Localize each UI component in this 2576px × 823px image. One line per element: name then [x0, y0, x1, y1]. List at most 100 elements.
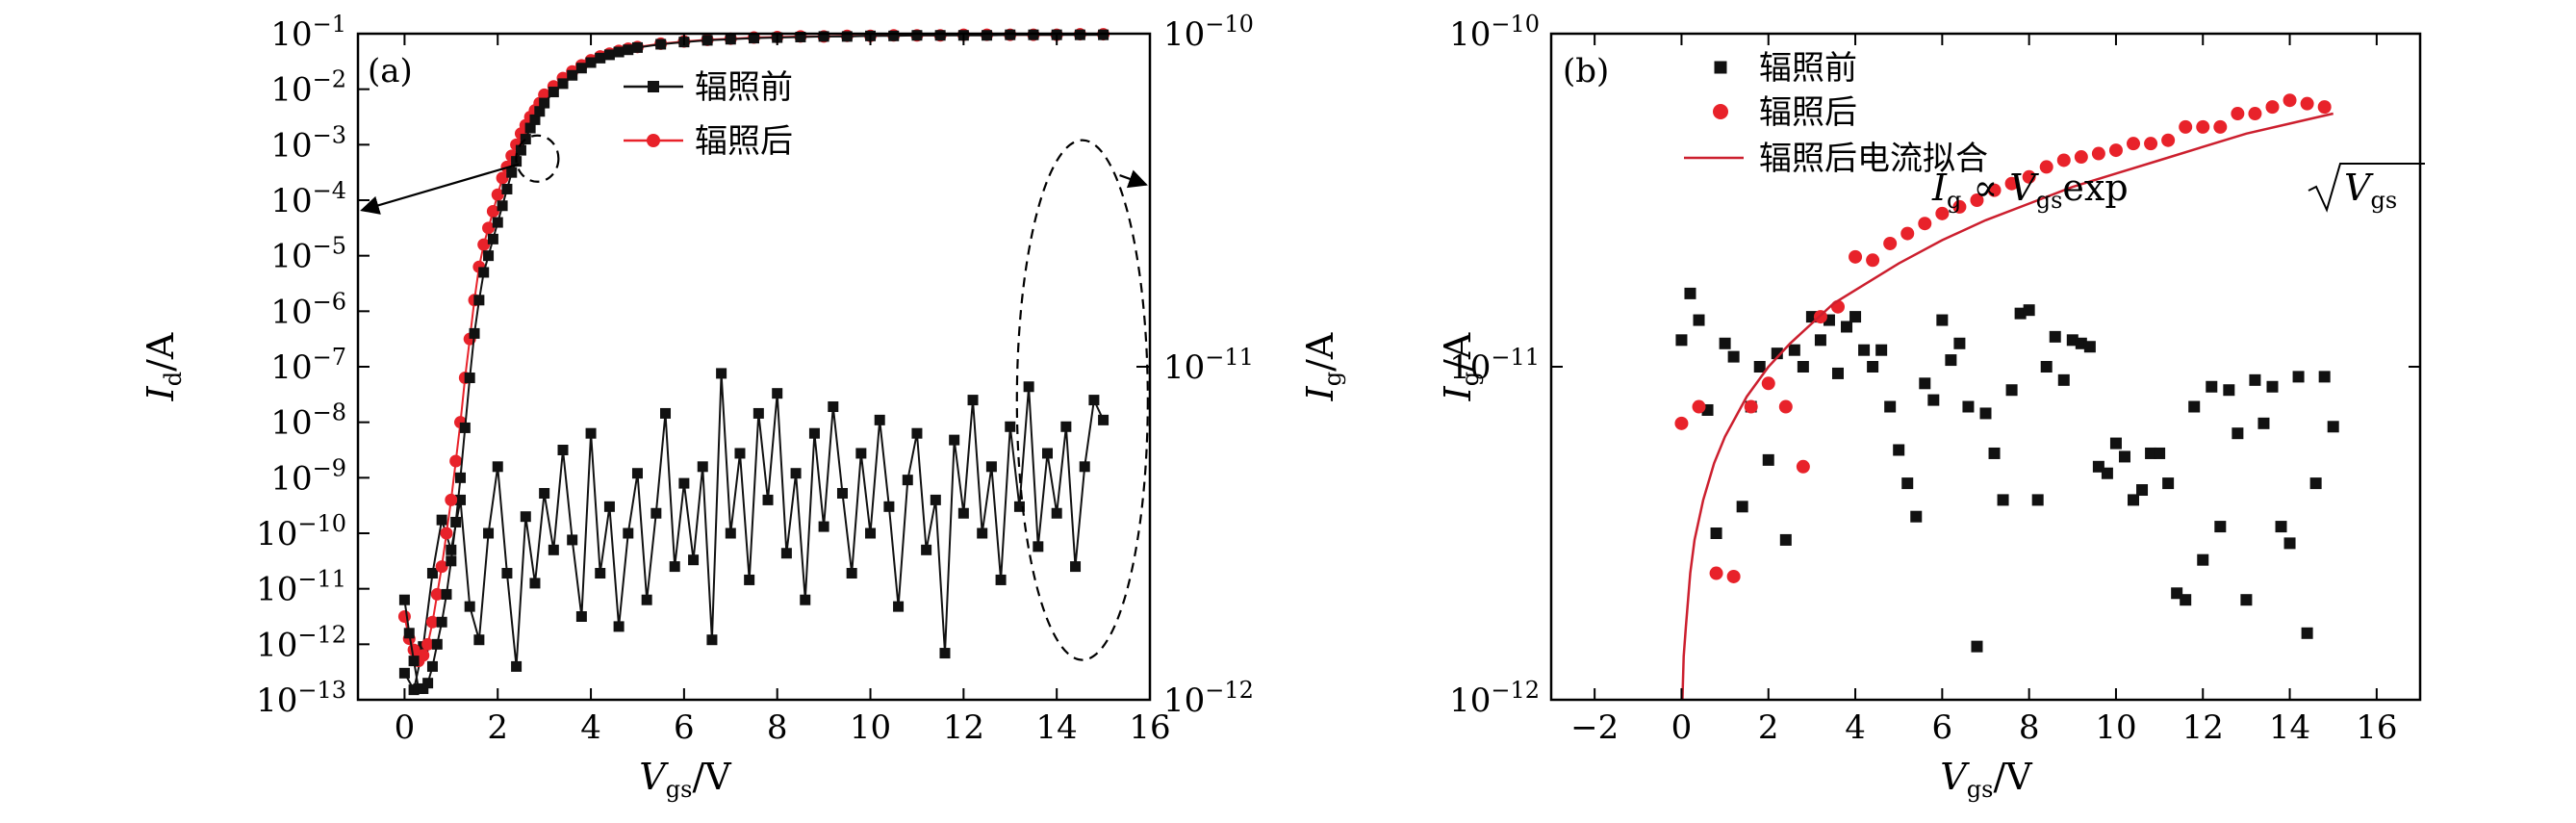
- point-before_ig: [426, 568, 438, 579]
- fit-curve: [1681, 112, 2334, 701]
- point-before: [2101, 467, 2113, 479]
- fit-formula: Ig ∝ Vgsexp: [1931, 167, 2129, 214]
- x-tick-label: 8: [2019, 708, 2040, 747]
- point-after: [2056, 153, 2071, 167]
- point-before: [2128, 494, 2140, 506]
- point-before: [473, 295, 485, 306]
- panel-a-x-ticks: 0 2 4 6 8 10 12 14 16: [395, 34, 1171, 747]
- point-after: [1952, 199, 1967, 214]
- point-before: [2249, 373, 2261, 386]
- point-before: [1753, 361, 1766, 373]
- point-before_ig: [398, 667, 410, 679]
- x-tick-label: 6: [1932, 708, 1953, 747]
- legend-item-after: 辐照后: [624, 122, 793, 161]
- sqrt-sign: [2308, 163, 2425, 213]
- y-tick-label: 10−3: [270, 121, 346, 165]
- point-before_ig: [957, 507, 969, 519]
- point-before_ig: [529, 578, 541, 589]
- point-before: [2014, 307, 2027, 320]
- point-before: [497, 200, 508, 212]
- legend-label-before: 辐照前: [1759, 49, 1857, 88]
- point-after: [1692, 399, 1706, 414]
- point-before: [492, 217, 503, 228]
- arrow-to-left-axis: [360, 163, 520, 215]
- point-after: [2039, 160, 2053, 174]
- point-before: [501, 183, 513, 194]
- point-before: [1797, 361, 1809, 373]
- y-tick-label: 10−11: [1449, 344, 1540, 387]
- point-before: [2171, 587, 2183, 600]
- x-tick-label: −2: [1570, 708, 1619, 747]
- point-before_ig: [483, 527, 495, 539]
- series-before_ig: [398, 368, 1109, 696]
- point-before: [1779, 533, 1792, 546]
- point-before: [982, 30, 993, 41]
- point-before_ig: [985, 461, 997, 473]
- point-after: [1761, 376, 1775, 391]
- point-before_ig: [949, 434, 960, 446]
- point-before: [408, 656, 420, 667]
- point-before_ig: [501, 568, 513, 579]
- y-tick-label: 10−10: [1449, 11, 1540, 54]
- panel-b-frame: [1549, 32, 2422, 702]
- point-before: [1831, 367, 1844, 379]
- legend-marker: [1714, 61, 1727, 74]
- point-before_ig: [660, 407, 672, 419]
- point-before: [2275, 521, 2287, 533]
- point-before_ig: [874, 414, 885, 425]
- point-after: [2317, 100, 2332, 115]
- point-before: [2005, 384, 2018, 397]
- point-before_ig: [725, 527, 736, 539]
- point-before: [595, 52, 606, 64]
- point-before: [2162, 477, 2175, 490]
- y-tick-label: 10−11: [256, 566, 346, 609]
- y2-tick-label: 10−12: [1163, 677, 1254, 720]
- point-before_ig: [772, 388, 783, 399]
- point-before: [2145, 447, 2157, 459]
- legend-label-fit: 辐照后电流拟合: [1759, 140, 1988, 178]
- point-after: [1726, 569, 1741, 583]
- point-before: [795, 31, 806, 42]
- panel-b-x-axis-label: Vgs/V: [1940, 756, 2032, 803]
- point-before: [1910, 510, 1923, 523]
- point-before_ig: [1088, 395, 1100, 406]
- point-before_ig: [1070, 561, 1082, 573]
- panel-a-right-y-axis-label: Ig/A: [1299, 332, 1346, 401]
- point-before: [2066, 334, 2079, 347]
- x-tick-label: 8: [767, 708, 788, 747]
- point-after: [421, 637, 435, 651]
- point-before: [575, 63, 587, 74]
- point-before_ig: [464, 601, 475, 612]
- point-before: [934, 30, 946, 41]
- point-before: [403, 628, 415, 639]
- legend-symbol-before: [624, 81, 683, 92]
- point-before: [398, 594, 410, 605]
- point-before: [841, 31, 853, 42]
- point-before: [2318, 371, 2331, 383]
- x-tick-label: 10: [2095, 708, 2136, 747]
- y-tick-label: 10−9: [270, 454, 346, 498]
- panel-b-x-ticks: −2 0 2 4 6 8 10 12 14 16: [1570, 34, 2397, 747]
- point-after: [2300, 96, 2314, 111]
- point-before_ig: [473, 634, 485, 646]
- point-before: [2257, 417, 2270, 429]
- y-label-sub: d: [160, 372, 187, 386]
- point-before: [2049, 330, 2061, 343]
- point-before: [2083, 341, 2096, 353]
- point-after: [1970, 193, 1984, 207]
- y2-label-rest: /A: [1299, 332, 1341, 372]
- point-before: [2136, 484, 2149, 497]
- point-before: [623, 44, 634, 56]
- point-before: [534, 106, 546, 117]
- point-before_ig: [623, 527, 634, 539]
- point-before_ig: [1013, 501, 1025, 512]
- point-before_ig: [455, 494, 467, 505]
- x-tick-label: 2: [1758, 708, 1779, 747]
- y-tick-label: 10−1: [270, 11, 346, 54]
- point-after: [2074, 150, 2088, 165]
- point-before: [818, 31, 829, 42]
- point-before: [701, 35, 713, 46]
- point-before: [2327, 421, 2339, 433]
- point-before_ig: [706, 634, 718, 646]
- point-after: [496, 171, 509, 185]
